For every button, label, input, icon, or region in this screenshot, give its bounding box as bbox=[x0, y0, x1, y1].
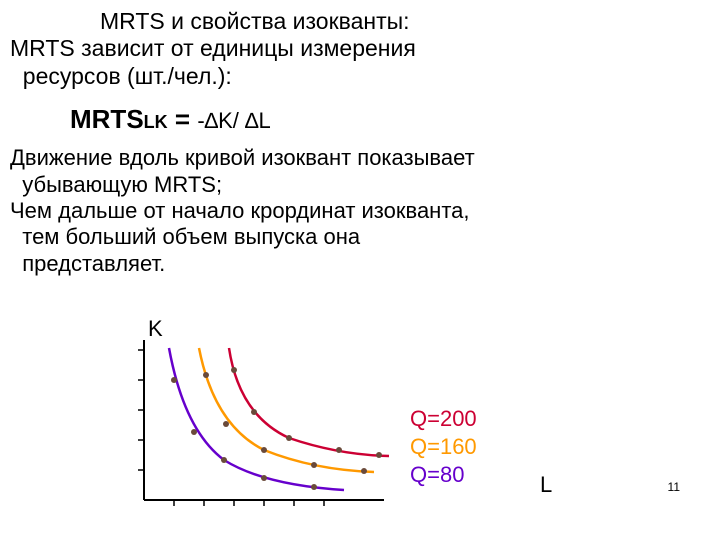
slide-title: MRTS и свойства изокванты: bbox=[0, 0, 720, 35]
axis-label-l: L bbox=[540, 472, 552, 498]
para2-l5: представляет. bbox=[22, 251, 165, 276]
q-label-80: Q=80 bbox=[410, 462, 464, 488]
paragraph-1: MRTS зависит от единицы измерения ресурс… bbox=[0, 35, 720, 90]
q-label-160: Q=160 bbox=[410, 434, 477, 460]
chart-svg bbox=[114, 330, 394, 520]
formula-main: MRTS bbox=[70, 104, 144, 134]
formula-sub: LK bbox=[144, 112, 168, 132]
isoquant-chart bbox=[114, 330, 394, 520]
slide-number: 11 bbox=[668, 480, 680, 494]
para2-l4: тем больший объем выпуска она bbox=[22, 224, 360, 249]
para1-line1: MRTS зависит от единицы измерения bbox=[10, 35, 416, 61]
para2-l3: Чем дальше от начало крординат изокванта… bbox=[10, 198, 470, 223]
para1-line2: ресурсов (шт./чел.): bbox=[23, 63, 232, 89]
q-label-200: Q=200 bbox=[410, 406, 477, 432]
formula-rest: -∆K/ ∆L bbox=[197, 108, 270, 133]
para2-l1: Движение вдоль кривой изоквант показывае… bbox=[10, 145, 475, 170]
paragraph-2: Движение вдоль кривой изоквант показывае… bbox=[0, 135, 720, 277]
formula: MRTSLK = -∆K/ ∆L bbox=[0, 90, 720, 135]
formula-eq: = bbox=[168, 104, 198, 134]
para2-l2: убывающую MRTS; bbox=[22, 172, 222, 197]
